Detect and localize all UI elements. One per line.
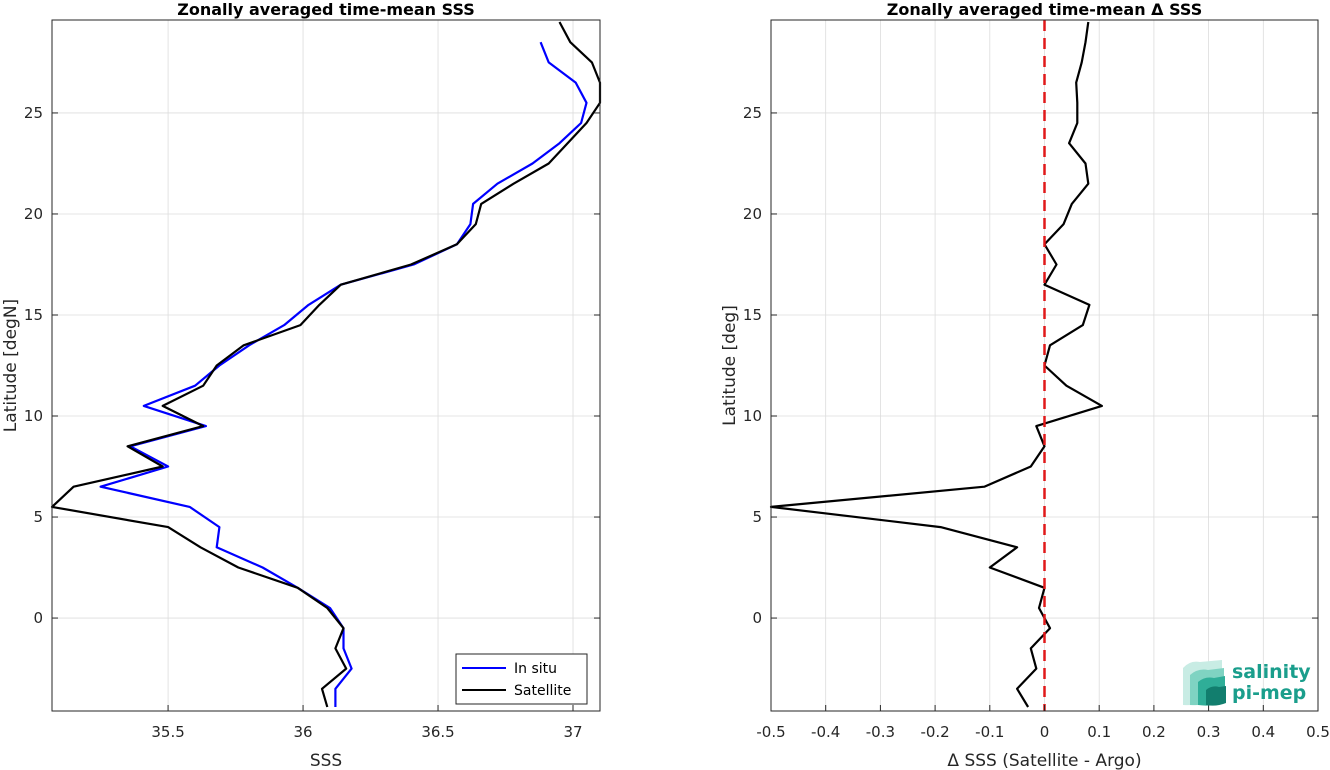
- delta-sss-x-ticks: -0.5 -0.4 -0.3 -0.2 -0.1 0 0.1 0.2 0.3 0.4 0.5: [756, 705, 1330, 741]
- delta-sss-y-tick-label: 0: [752, 609, 762, 627]
- legend-entry-in-situ: In situ: [514, 661, 557, 677]
- sss-x-tick-label: 36.5: [421, 723, 454, 741]
- logo-text-pi-mep: pi-mep: [1232, 682, 1306, 704]
- sss-axes-background: [52, 20, 600, 711]
- sss-grid: [52, 20, 600, 711]
- wave-logo-icon: [1183, 660, 1226, 706]
- sss-y-tick-label: 25: [24, 104, 43, 122]
- delta-sss-x-tick-label: -0.2: [920, 723, 949, 741]
- sss-y-ticks: 0 5 10 15 20 25: [24, 104, 600, 627]
- delta-sss-y-ticks: 0 5 10 15 20 25: [743, 104, 1318, 627]
- sss-axes-frame: [51, 19, 601, 712]
- delta-sss-x-tick-label: 0.3: [1197, 723, 1221, 741]
- delta-sss-x-axis-label: Δ SSS (Satellite - Argo): [947, 751, 1141, 770]
- legend-box: [455, 653, 588, 705]
- sss-y-axis-label: Latitude [degN]: [1, 299, 21, 432]
- delta-sss-x-tick-label: 0.2: [1142, 723, 1166, 741]
- delta-sss-y-axis-label: Latitude [deg]: [720, 305, 740, 426]
- delta-sss-y-tick-label: 10: [743, 407, 762, 425]
- delta-sss-panel: -0.5 -0.4 -0.3 -0.2 -0.1 0 0.1 0.2 0.3 0.4 0.5 0 5 1…: [720, 0, 1330, 770]
- delta-sss-x-tick-label: -0.1: [975, 723, 1004, 741]
- sss-x-axis-label: SSS: [310, 751, 342, 770]
- legend-entry-satellite: Satellite: [514, 683, 571, 699]
- sss-x-tick-label: 37: [563, 723, 582, 741]
- sss-series-line-satellite: [50, 21, 602, 708]
- sss-series-group: [50, 21, 602, 708]
- sss-y-tick-label: 15: [24, 306, 43, 324]
- delta-sss-y-tick-label: 25: [743, 104, 762, 122]
- sss-panel: 35.5 36 36.5 37 0 5 10 15 20 25 Zonally averaged…: [1, 0, 602, 770]
- salinity-pi-mep-logo: salinity pi-mep: [1183, 660, 1311, 706]
- sss-y-tick-label: 0: [33, 609, 43, 627]
- delta-sss-chart-title: Zonally averaged time-mean Δ SSS: [887, 0, 1203, 19]
- delta-sss-x-tick-label: -0.3: [866, 723, 895, 741]
- sss-y-tick-label: 5: [33, 508, 43, 526]
- delta-sss-x-tick-label: 0.4: [1251, 723, 1275, 741]
- delta-sss-y-tick-label: 20: [743, 205, 762, 223]
- sss-x-tick-label: 36: [294, 723, 313, 741]
- sss-x-ticks: 35.5 36 36.5 37: [151, 705, 583, 741]
- delta-sss-x-tick-label: 0.1: [1087, 723, 1111, 741]
- sss-y-tick-label: 10: [24, 407, 43, 425]
- delta-sss-y-tick-label: 15: [743, 306, 762, 324]
- logo-text-salinity: salinity: [1232, 661, 1311, 683]
- delta-sss-x-tick-label: 0: [1040, 723, 1050, 741]
- sss-x-tick-label: 35.5: [151, 723, 184, 741]
- delta-sss-x-tick-label: -0.4: [811, 723, 840, 741]
- delta-sss-x-tick-label: 0.5: [1306, 723, 1330, 741]
- sss-chart-title: Zonally averaged time-mean SSS: [177, 0, 475, 19]
- delta-sss-x-tick-label: -0.5: [756, 723, 785, 741]
- sss-legend: In situ Satellite: [455, 653, 588, 705]
- delta-sss-y-tick-label: 5: [752, 508, 762, 526]
- sss-y-tick-label: 20: [24, 205, 43, 223]
